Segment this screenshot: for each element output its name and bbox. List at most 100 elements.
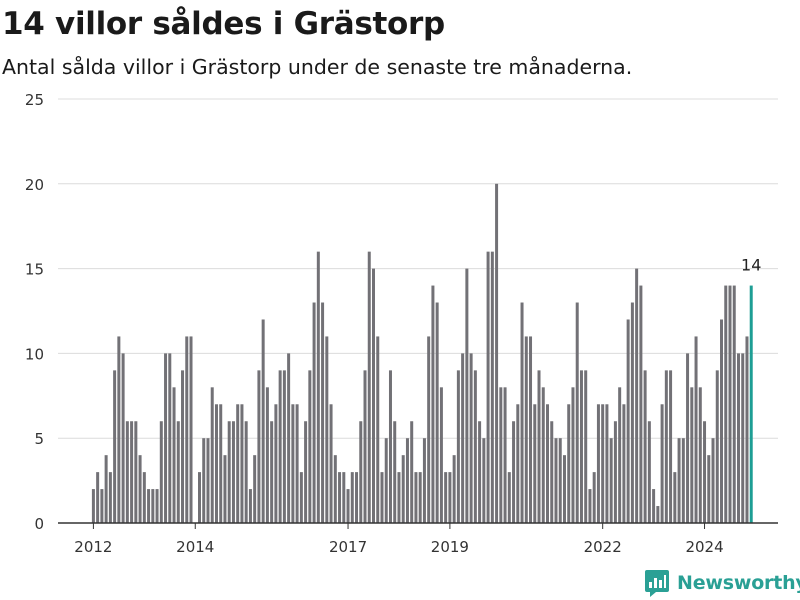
bar [613,421,617,523]
bar [202,438,206,523]
bar [291,404,295,523]
x-tick-label: 2017 [329,538,367,556]
bar [270,421,274,523]
bar [295,404,299,523]
bar [172,387,176,523]
bar [308,370,312,523]
x-tick-label: 2024 [685,538,723,556]
bar [465,268,469,523]
bar [686,353,690,523]
bar [219,404,223,523]
bar [745,336,749,523]
bar [732,285,736,523]
brand-name: Newsworthy [677,572,800,594]
bar [147,489,151,523]
newsworthy-logo-icon [645,570,669,597]
bar [261,319,265,523]
bar [567,404,571,523]
bar [673,472,677,523]
bar [499,387,503,523]
bar [393,421,397,523]
bar [690,387,694,523]
bar [541,387,545,523]
bar [134,421,138,523]
bar [151,489,155,523]
bar [741,353,745,523]
bar [282,370,286,523]
bar [338,472,342,523]
x-tick-label: 2014 [176,538,214,556]
bar [605,404,609,523]
bar [198,472,201,523]
bar [550,421,554,523]
bar [512,421,516,523]
x-axis-ticks: 2012 2014 2017 2019 2022 2024 [74,523,724,556]
bar [656,506,660,523]
bar [405,438,409,523]
bar [643,370,647,523]
bar [664,370,668,523]
bar [142,472,146,523]
bar [278,370,282,523]
bar [210,387,214,523]
bar [473,370,477,523]
bar [554,438,558,523]
bar [461,353,465,523]
y-axis-tick-labels: 0 5 10 15 20 25 [25,91,44,533]
bar [529,336,533,523]
bar [325,336,329,523]
bar [223,455,227,523]
bar [240,404,244,523]
bar [660,404,664,523]
bar [609,438,613,523]
bar [388,370,392,523]
bar [333,455,337,523]
bar [452,455,456,523]
bar [575,302,579,523]
bar [312,302,316,523]
bar [274,404,278,523]
bar [244,421,248,523]
bar [592,472,596,523]
bar [359,421,363,523]
bar [639,285,643,523]
bar [138,455,142,523]
bar [516,404,520,523]
bar [652,489,656,523]
bar [287,353,291,523]
bar [533,404,537,523]
bar [478,421,482,523]
x-tick-label: 2022 [584,538,622,556]
y-tick-label: 5 [34,430,44,448]
bar [214,404,218,523]
chart-title: 14 villor såldes i Grästorp [2,6,445,42]
bar [431,285,435,523]
bar [164,353,168,523]
bar [503,387,507,523]
bar-highlight [749,285,753,523]
bar [401,455,405,523]
bar [304,421,308,523]
bar [316,251,320,523]
bars [91,183,753,524]
y-tick-label: 10 [25,345,44,363]
y-tick-label: 15 [25,261,44,279]
bar [711,438,715,523]
bar [414,472,418,523]
bar [96,472,100,523]
bar [596,404,600,523]
bar [601,404,605,523]
bar [236,404,240,523]
bar [486,251,490,523]
bar [299,472,303,523]
bar [448,472,452,523]
bar [724,285,728,523]
bar [185,336,189,523]
brand-logo: Newsworthy [644,568,800,598]
bar [130,421,134,523]
bar [703,421,707,523]
bar [108,472,112,523]
bar [618,387,622,523]
bar [669,370,673,523]
